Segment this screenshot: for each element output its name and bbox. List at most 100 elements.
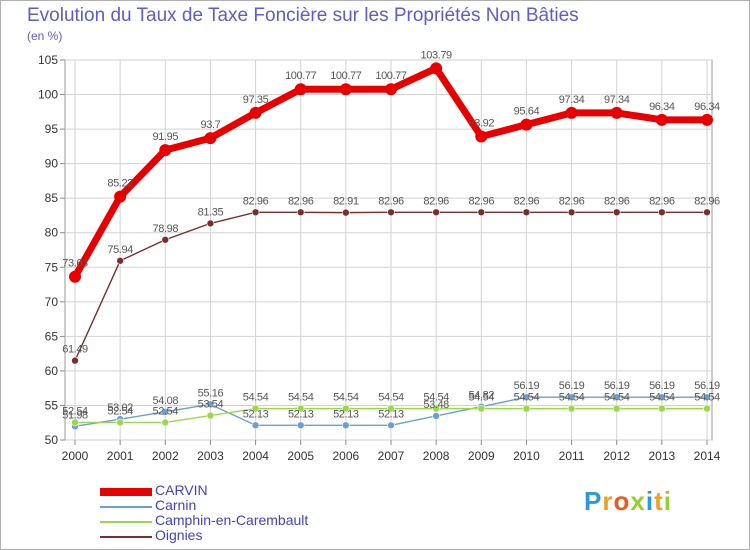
legend-swatch-oignies <box>100 536 152 538</box>
data-point-carnin <box>251 421 260 430</box>
data-point-carnin <box>387 421 395 430</box>
y-tick-label: 55 <box>45 398 59 412</box>
data-label-carvin: 97.34 <box>604 94 630 106</box>
data-point-carvin <box>159 144 172 157</box>
data-point-oignies <box>296 208 305 217</box>
data-label-oignies: 82.96 <box>469 195 495 207</box>
y-tick-label: 50 <box>45 433 59 447</box>
data-point-carnin <box>567 393 576 402</box>
chart-title: Evolution du Taux de Taxe Foncière sur l… <box>27 5 579 26</box>
data-label-oignies: 82.96 <box>559 195 585 207</box>
x-tick-label: 2008 <box>423 449 450 463</box>
data-point-oignies <box>477 208 486 217</box>
data-point-oignies <box>71 356 79 365</box>
data-label-camphin-en-carembault: 54.54 <box>514 392 540 404</box>
data-point-carvin <box>69 270 81 283</box>
data-point-oignies <box>432 208 440 217</box>
data-point-camphin-en-carembault <box>116 418 124 427</box>
data-point-oignies <box>342 208 350 217</box>
series-group <box>69 62 713 431</box>
data-label-carvin: 73.63 <box>62 258 88 270</box>
data-label-camphin-en-carembault: 52.54 <box>107 405 133 417</box>
x-tick-label: 2014 <box>694 449 721 463</box>
data-point-carnin <box>432 412 440 420</box>
data-label-carvin: 96.34 <box>649 101 675 113</box>
data-point-carnin <box>703 393 711 402</box>
data-label-carvin: 95.64 <box>514 106 540 118</box>
data-point-oignies <box>703 208 711 217</box>
grid <box>64 59 713 441</box>
series-oignies <box>71 208 711 365</box>
data-label-camphin-en-carembault: 52.54 <box>153 405 179 417</box>
data-point-oignies <box>658 208 666 217</box>
y-tick-label: 70 <box>45 295 59 309</box>
logo-letter: i <box>663 486 672 516</box>
data-point-camphin-en-carembault <box>71 418 79 427</box>
data-label-carnin: 53.48 <box>423 399 449 411</box>
data-label-camphin-en-carembault: 52.54 <box>62 405 88 417</box>
data-label-oignies: 82.96 <box>378 195 404 207</box>
data-point-camphin-en-carembault <box>296 404 305 413</box>
data-label-carnin: 56.19 <box>604 380 630 392</box>
x-tick-label: 2006 <box>333 449 360 463</box>
data-label-oignies: 61.49 <box>62 344 88 356</box>
data-point-carvin <box>520 118 533 131</box>
data-label-carnin: 52.13 <box>288 408 314 420</box>
data-label-carvin: 96.34 <box>694 101 720 113</box>
data-label-oignies: 82.96 <box>288 195 314 207</box>
data-label-oignies: 75.94 <box>107 244 133 256</box>
series-carnin <box>71 393 711 431</box>
legend-label-oignies: Oignies <box>155 527 203 543</box>
data-label-carvin: 100.77 <box>285 70 317 82</box>
logo-letter: x <box>630 486 646 516</box>
logo-letter: o <box>613 486 631 516</box>
data-label-camphin-en-carembault: 54.54 <box>649 392 675 404</box>
data-label-camphin-en-carembault: 54.54 <box>694 392 720 404</box>
data-label-carnin: 52.13 <box>333 408 359 420</box>
y-tick-label: 90 <box>45 157 59 171</box>
data-point-oignies <box>522 208 531 217</box>
data-label-carnin: 52.13 <box>378 408 404 420</box>
data-point-carvin <box>565 106 578 119</box>
data-point-carvin <box>610 106 623 119</box>
data-point-camphin-en-carembault <box>612 404 621 413</box>
data-label-carnin: 56.19 <box>514 380 540 392</box>
series-camphin-en-carembault <box>71 404 711 427</box>
data-point-oignies <box>161 235 170 244</box>
data-point-carvin <box>655 113 668 126</box>
data-label-carnin: 56.19 <box>694 380 720 392</box>
data-label-carvin: 97.35 <box>243 94 269 106</box>
data-point-carvin <box>701 113 713 126</box>
data-point-carnin <box>522 393 531 402</box>
data-label-camphin-en-carembault: 54.54 <box>243 392 269 404</box>
legend-label-camphin-en-carembault: Camphin-en-Carembault <box>155 512 309 528</box>
data-point-carvin <box>249 106 262 119</box>
x-tick-label: 2004 <box>242 449 269 463</box>
data-label-camphin-en-carembault: 54.54 <box>378 392 404 404</box>
data-point-camphin-en-carembault <box>161 418 170 427</box>
data-point-camphin-en-carembault <box>477 404 486 413</box>
legend-swatch-carvin <box>100 488 152 496</box>
data-label-camphin-en-carembault: 54.54 <box>469 392 495 404</box>
data-point-camphin-en-carembault <box>522 404 531 413</box>
data-label-carnin: 53.02 <box>107 402 133 414</box>
proxiti-logo: Proxiti <box>584 486 672 517</box>
y-tick-label: 60 <box>45 364 59 378</box>
data-point-camphin-en-carembault <box>432 404 440 413</box>
data-point-camphin-en-carembault <box>387 404 395 413</box>
x-tick-label: 2002 <box>152 449 179 463</box>
data-point-camphin-en-carembault <box>567 404 576 413</box>
data-point-carnin <box>658 393 666 402</box>
data-point-camphin-en-carembault <box>658 404 666 413</box>
data-point-camphin-en-carembault <box>342 404 350 413</box>
data-point-carvin <box>385 83 397 96</box>
data-point-oignies <box>567 208 576 217</box>
data-label-oignies: 82.96 <box>604 195 630 207</box>
logo-letter: i <box>645 486 655 516</box>
data-point-carvin <box>204 132 217 145</box>
data-label-oignies: 82.96 <box>514 195 540 207</box>
x-tick-label: 2007 <box>378 449 405 463</box>
data-point-carvin <box>294 83 307 96</box>
data-point-carvin <box>475 130 488 143</box>
x-tick-label: 2009 <box>468 449 495 463</box>
